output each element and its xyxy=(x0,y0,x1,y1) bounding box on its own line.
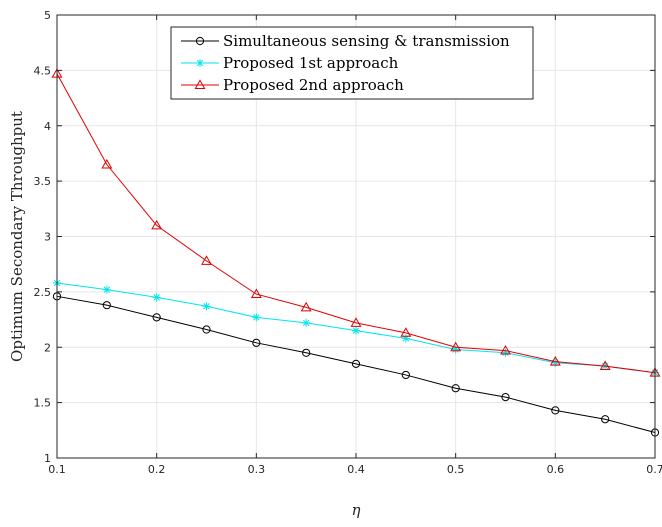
data-point-triangle xyxy=(101,158,113,169)
asterisk-stroke xyxy=(352,327,360,334)
axis-ticks: 0.1 0.2 0.3 0.4 0.5 0.6 0.7 1 1.5 2 2.5 3 3.5 4 4.5 5 xyxy=(34,9,662,476)
data-point-triangle xyxy=(194,79,206,89)
data-point-circle xyxy=(451,384,460,393)
data-point-circle xyxy=(302,348,311,357)
data-point-triangle xyxy=(400,327,412,337)
legend-box xyxy=(170,26,534,100)
data-point-circle xyxy=(601,415,610,424)
y-tick-label: 1.5 xyxy=(34,397,52,410)
legend-label: Proposed 1st approach xyxy=(223,54,399,72)
legend-label: Proposed 2nd approach xyxy=(223,76,404,94)
data-point-triangle xyxy=(201,255,212,265)
series-1 xyxy=(52,292,660,437)
x-tick-label: 0.6 xyxy=(547,463,565,476)
y-tick-label: 4.5 xyxy=(34,64,52,77)
data-point-triangle xyxy=(350,317,362,327)
data-point-triangle xyxy=(151,219,163,230)
y-tick-label: 2 xyxy=(44,341,51,354)
data-point-triangle xyxy=(500,344,511,355)
data-point-asterisk xyxy=(196,59,204,67)
asterisk-stroke xyxy=(196,59,204,67)
data-point-asterisk xyxy=(252,313,261,322)
asterisk-stroke xyxy=(203,303,210,310)
data-point-circle xyxy=(551,406,560,415)
series-layer xyxy=(51,68,661,437)
y-tick-label: 3.5 xyxy=(34,175,52,188)
y-tick-label: 5 xyxy=(44,9,51,22)
legend-item: Simultaneous sensing & transmission xyxy=(181,32,510,50)
data-point-triangle xyxy=(599,360,611,371)
data-point-asterisk xyxy=(152,293,161,302)
x-tick-label: 0.2 xyxy=(148,463,166,476)
legend-label: Simultaneous sensing & transmission xyxy=(223,32,510,50)
asterisk-stroke xyxy=(103,286,111,293)
y-tick-label: 4 xyxy=(44,120,51,133)
data-point-circle xyxy=(152,313,161,322)
asterisk-stroke xyxy=(253,314,260,321)
x-axis-label: η xyxy=(352,501,361,519)
data-point-triangle xyxy=(450,341,462,352)
data-point-circle xyxy=(102,301,111,310)
legend-item: Proposed 2nd approach xyxy=(181,76,404,94)
asterisk-stroke xyxy=(153,294,160,301)
data-point-asterisk xyxy=(102,285,111,294)
data-point-asterisk xyxy=(401,334,410,343)
data-point-circle xyxy=(202,325,211,334)
data-point-asterisk xyxy=(302,318,311,327)
data-point-circle xyxy=(401,370,410,380)
x-tick-label: 0.5 xyxy=(447,463,465,476)
legend-item: Proposed 1st approach xyxy=(181,54,399,72)
series-line xyxy=(56,73,656,374)
data-point-circle xyxy=(501,392,510,402)
y-axis-label: Optimum Secondary Throughput xyxy=(8,111,26,362)
legend: Simultaneous sensing & transmission Propo… xyxy=(170,26,534,100)
asterisk-stroke xyxy=(302,319,310,327)
y-tick-label: 3 xyxy=(44,231,51,244)
data-point-asterisk xyxy=(352,326,360,335)
y-tick-label: 2.5 xyxy=(34,286,52,299)
data-point-circle xyxy=(252,338,261,347)
y-tick-label: 1 xyxy=(44,452,51,465)
data-point-triangle xyxy=(300,301,312,312)
x-tick-label: 0.7 xyxy=(646,463,662,476)
x-tick-label: 0.1 xyxy=(48,463,66,476)
data-point-circle xyxy=(195,36,205,46)
data-point-triangle xyxy=(250,288,262,299)
data-point-circle xyxy=(351,359,361,368)
x-tick-label: 0.3 xyxy=(248,463,266,476)
data-point-asterisk xyxy=(202,302,211,311)
x-tick-label: 0.4 xyxy=(347,463,365,476)
data-point-triangle xyxy=(549,356,561,366)
series-line xyxy=(56,295,656,434)
